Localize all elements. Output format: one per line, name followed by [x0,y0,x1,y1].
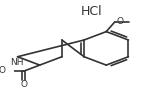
Text: HCl: HCl [81,5,103,18]
Text: O: O [116,17,123,25]
Text: NH: NH [10,58,24,67]
Text: O: O [0,66,5,75]
Text: O: O [20,80,27,89]
